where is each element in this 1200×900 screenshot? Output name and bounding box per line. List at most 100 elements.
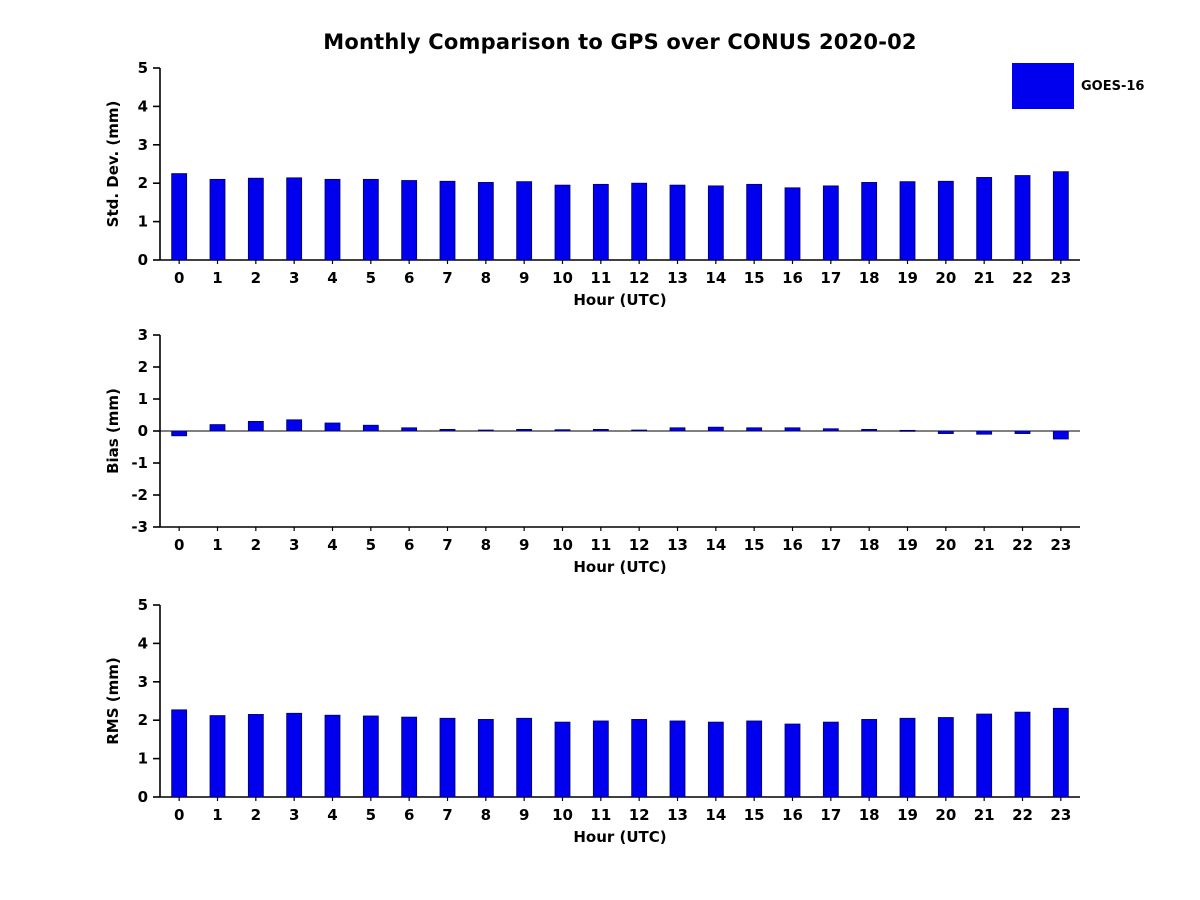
bar-GOES-16-hour-3 [286, 712, 303, 798]
x-tick-label: 18 [859, 536, 880, 554]
x-tick-label: 6 [404, 806, 414, 824]
y-tick-label: -1 [131, 454, 148, 472]
bar-GOES-16-hour-14 [707, 426, 724, 432]
bar-GOES-16-hour-18 [861, 182, 878, 261]
bar-GOES-16-hour-18 [861, 719, 878, 798]
x-tick-label: 22 [1012, 269, 1033, 287]
x-tick-label: 6 [404, 536, 414, 554]
bar-GOES-16-hour-0 [171, 173, 188, 261]
bar-GOES-16-hour-9 [516, 428, 533, 432]
x-tick-label: 8 [481, 806, 491, 824]
x-tick-label: 1 [212, 806, 222, 824]
x-tick-label: 21 [974, 536, 995, 554]
bar-GOES-16-hour-8 [477, 429, 494, 432]
x-axis-label: Hour (UTC) [573, 291, 666, 309]
x-tick-label: 17 [820, 806, 841, 824]
x-tick-label: 19 [897, 269, 918, 287]
y-tick-label: 0 [138, 788, 148, 806]
x-tick-label: 15 [744, 536, 765, 554]
x-tick-label: 17 [820, 269, 841, 287]
bar-GOES-16-hour-23 [1052, 707, 1069, 798]
x-tick-label: 11 [590, 269, 611, 287]
bar-GOES-16-hour-2 [247, 420, 264, 432]
x-tick-label: 5 [366, 806, 376, 824]
bar-GOES-16-hour-17 [822, 185, 839, 261]
bar-GOES-16-hour-9 [516, 717, 533, 798]
x-tick-label: 4 [327, 806, 337, 824]
bar-GOES-16-hour-1 [209, 424, 226, 432]
bar-GOES-16-hour-18 [861, 428, 878, 432]
x-tick-label: 10 [552, 806, 573, 824]
bar-GOES-16-hour-13 [669, 184, 686, 261]
x-tick-label: 4 [327, 269, 337, 287]
x-axis-label: Hour (UTC) [573, 828, 666, 846]
bar-GOES-16-hour-12 [631, 182, 648, 261]
x-tick-label: 14 [705, 269, 726, 287]
bar-GOES-16-hour-1 [209, 715, 226, 798]
bar-GOES-16-hour-21 [976, 177, 993, 261]
bar-GOES-16-hour-4 [324, 422, 341, 432]
x-tick-label: 3 [289, 806, 299, 824]
x-tick-label: 10 [552, 536, 573, 554]
x-tick-label: 21 [974, 806, 995, 824]
x-tick-label: 13 [667, 536, 688, 554]
y-axis-label: RMS (mm) [104, 657, 122, 744]
bar-GOES-16-hour-8 [477, 719, 494, 798]
bar-GOES-16-hour-8 [477, 182, 494, 261]
bar-GOES-16-hour-9 [516, 181, 533, 261]
bar-GOES-16-hour-5 [362, 424, 379, 432]
bar-GOES-16-hour-17 [822, 721, 839, 798]
x-tick-label: 7 [442, 536, 452, 554]
x-tick-label: 3 [289, 269, 299, 287]
x-tick-label: 4 [327, 536, 337, 554]
x-tick-label: 20 [935, 806, 956, 824]
bar-GOES-16-hour-15 [746, 720, 763, 798]
chart-title: Monthly Comparison to GPS over CONUS 202… [323, 30, 917, 54]
bar-GOES-16-hour-19 [899, 717, 916, 798]
bar-GOES-16-hour-20 [937, 180, 954, 261]
bar-GOES-16-hour-22 [1014, 430, 1031, 434]
x-tick-label: 9 [519, 536, 529, 554]
bar-GOES-16-hour-7 [439, 180, 456, 261]
bar-GOES-16-hour-12 [631, 719, 648, 798]
x-tick-label: 12 [629, 806, 650, 824]
x-tick-label: 12 [629, 269, 650, 287]
x-tick-label: 18 [859, 269, 880, 287]
x-tick-label: 8 [481, 269, 491, 287]
bar-GOES-16-hour-14 [707, 185, 724, 261]
x-tick-label: 6 [404, 269, 414, 287]
bar-GOES-16-hour-15 [746, 427, 763, 432]
x-tick-label: 16 [782, 536, 803, 554]
x-tick-label: 1 [212, 269, 222, 287]
bar-GOES-16-hour-13 [669, 427, 686, 432]
y-tick-label: -2 [131, 486, 148, 504]
bar-GOES-16-hour-10 [554, 184, 571, 261]
x-tick-label: 1 [212, 536, 222, 554]
y-tick-label: 4 [138, 97, 148, 115]
bar-GOES-16-hour-7 [439, 717, 456, 798]
x-tick-label: 23 [1050, 536, 1071, 554]
bar-GOES-16-hour-5 [362, 178, 379, 261]
bar-GOES-16-hour-23 [1052, 430, 1069, 440]
bar-GOES-16-hour-2 [247, 714, 264, 798]
x-tick-label: 11 [590, 806, 611, 824]
y-tick-label: 2 [138, 711, 148, 729]
bar-GOES-16-hour-6 [401, 716, 418, 798]
y-tick-label: 3 [138, 136, 148, 154]
bar-GOES-16-hour-10 [554, 429, 571, 432]
x-tick-label: 2 [251, 269, 261, 287]
bar-GOES-16-hour-11 [592, 183, 609, 261]
x-tick-label: 20 [935, 536, 956, 554]
x-tick-label: 23 [1050, 269, 1071, 287]
bar-GOES-16-hour-7 [439, 428, 456, 432]
bar-GOES-16-hour-16 [784, 723, 801, 798]
bar-GOES-16-hour-1 [209, 178, 226, 261]
bar-GOES-16-hour-3 [286, 177, 303, 261]
x-axis-label: Hour (UTC) [573, 558, 666, 576]
x-tick-label: 19 [897, 806, 918, 824]
x-tick-label: 15 [744, 269, 765, 287]
x-tick-label: 10 [552, 269, 573, 287]
x-tick-label: 15 [744, 806, 765, 824]
